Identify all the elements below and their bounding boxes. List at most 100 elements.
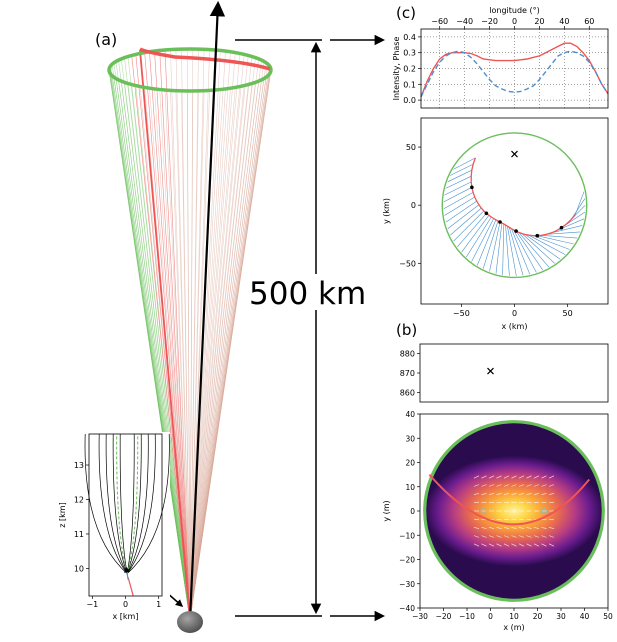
phase-line [420, 50, 609, 98]
x-tick-label: 60 [584, 17, 594, 26]
polarization-vector [496, 527, 502, 529]
polarization-vector [511, 543, 517, 547]
projection-line [515, 230, 544, 271]
inset-chart: −1 0 1 10 11 12 13 x [km] z [km] [58, 432, 170, 621]
projection-line [457, 213, 487, 248]
y-tick-label: −50 [399, 259, 416, 268]
field-line [189, 56, 253, 621]
km-map-frame [420, 117, 609, 305]
polarization-vector [481, 543, 487, 547]
field-line [175, 49, 191, 621]
polarization-vector [488, 535, 495, 538]
field-line [181, 49, 191, 621]
polarization-vector [548, 518, 555, 521]
panel-b-label: (b) [396, 321, 417, 339]
y-tick-label: −10 [399, 531, 415, 540]
field-line [149, 51, 191, 621]
projection-line [505, 225, 510, 276]
x-tick-label: −40 [456, 17, 473, 26]
y-tick-label: 20 [405, 459, 415, 468]
polarization-vector [488, 501, 495, 504]
projection-line [450, 207, 482, 236]
y-tick-label: 40 [405, 410, 415, 419]
y-tick-label: 0.1 [403, 80, 416, 89]
polarization-vector [518, 518, 525, 521]
field-line [126, 433, 149, 574]
polarization-vector [548, 475, 555, 479]
polarization-vector [473, 543, 480, 547]
field-line [159, 89, 191, 621]
polarization-vector [473, 535, 480, 538]
x-tick-label: −1 [86, 600, 98, 609]
y-tick-label: −40 [399, 604, 415, 613]
polarization-vector [481, 501, 487, 504]
polarization-vector [496, 493, 502, 495]
y-tick-label: −20 [399, 556, 415, 565]
polarization-vector [541, 535, 547, 538]
polarization-vector [503, 484, 510, 487]
y-tick-label: 50 [406, 143, 416, 152]
polarization-vector [481, 493, 487, 495]
y-axis-label: Intensity, Phase [392, 37, 401, 101]
polarization-vector [496, 518, 502, 521]
polarization-vector [511, 501, 517, 504]
polarization-vector [473, 518, 480, 521]
field-line [170, 49, 191, 621]
field-line [115, 61, 191, 621]
field-line [189, 49, 205, 621]
blue-arrow [123, 566, 130, 580]
x-axis-label: x [km] [113, 612, 139, 621]
inset-background [58, 432, 170, 612]
field-line [149, 88, 191, 621]
polarization-vector [473, 475, 480, 479]
field-line [126, 433, 170, 574]
x-tick-label: 50 [603, 612, 613, 621]
x-tick-label: −20 [436, 612, 452, 621]
projection-line [444, 196, 475, 216]
polarization-vector [488, 527, 495, 529]
field-line [189, 88, 226, 621]
x-tick-label: 0 [512, 309, 517, 318]
polarization-vector [533, 475, 540, 479]
field-line [189, 54, 245, 621]
polarization-vector [541, 475, 547, 479]
track-marker [484, 211, 489, 216]
field-line [189, 60, 262, 621]
polarization-vector [488, 543, 495, 547]
polarization-vector [511, 493, 517, 495]
projection-line [551, 225, 583, 234]
polarization-vector [533, 535, 540, 538]
field-line [189, 61, 265, 621]
projection-line [450, 163, 474, 176]
projection-line [541, 235, 578, 239]
x-tick-label: 0 [123, 600, 128, 609]
field-line [154, 51, 191, 621]
y-axis-label: y (km) [382, 198, 391, 224]
polarization-vector [548, 535, 555, 538]
track-curve [428, 473, 590, 526]
x-axis-label: x (km) [502, 322, 528, 331]
green-dashed-line [126, 433, 139, 574]
projection-line [502, 223, 505, 276]
projection-line [511, 228, 531, 275]
polarization-vector [541, 484, 547, 487]
panel-c-label: (c) [396, 4, 416, 22]
projection-line [443, 187, 473, 203]
x-tick-label: −10 [459, 612, 475, 621]
field-line [84, 433, 128, 574]
projection-line [507, 226, 517, 277]
y-tick-label: 10 [74, 564, 84, 573]
projection-line [532, 235, 570, 250]
polarization-vector [518, 484, 525, 487]
polarization-vector [473, 493, 480, 495]
polarization-vector [511, 484, 517, 487]
altitude-chart: 860 870 880 [400, 343, 609, 403]
field-line [189, 51, 231, 621]
track-curve [470, 157, 576, 237]
polarization-vector [548, 543, 555, 547]
projection-line [546, 231, 581, 235]
field-line [119, 433, 128, 574]
polarization-vector [511, 475, 517, 479]
x-tick-label: −60 [431, 17, 448, 26]
projection-line [453, 157, 476, 170]
